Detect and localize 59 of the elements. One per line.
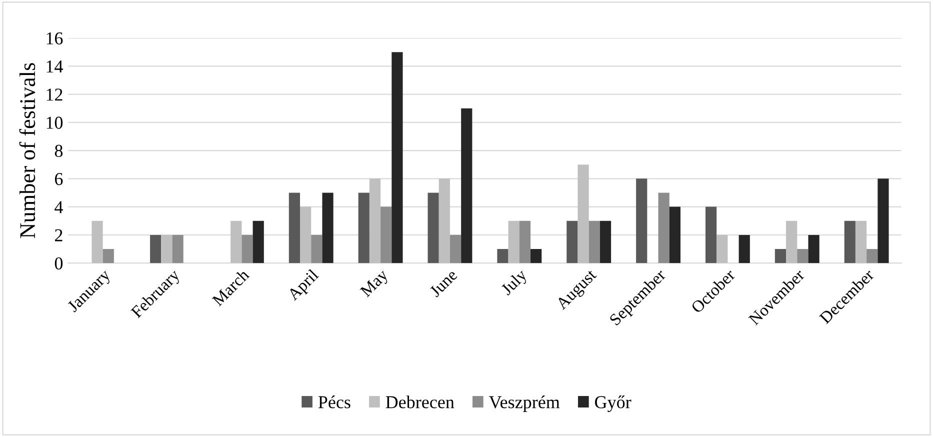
bar (588, 220, 600, 264)
x-tick-label: June (429, 268, 458, 298)
y-tick-label: 8 (54, 144, 63, 157)
bar (322, 192, 334, 264)
bar (172, 234, 184, 264)
legend-label: Pécs (318, 396, 350, 408)
bar (808, 234, 820, 264)
bar (380, 206, 392, 264)
bar (786, 220, 798, 264)
bar (428, 192, 439, 264)
bar (450, 234, 462, 264)
bar (658, 192, 670, 264)
y-tick-label: 0 (54, 257, 63, 270)
bar (738, 234, 750, 264)
bar (369, 178, 381, 264)
bar (600, 220, 612, 264)
bar (300, 206, 312, 264)
bar (705, 206, 717, 264)
legend-label: Veszprém (488, 396, 560, 412)
bar (311, 234, 322, 264)
y-tick-label: 16 (46, 32, 63, 44)
bar (161, 234, 172, 264)
bar (855, 220, 867, 264)
bar (252, 220, 264, 264)
x-tick-label: May (360, 268, 392, 300)
bar (242, 234, 253, 264)
bar (288, 192, 300, 264)
bar (866, 249, 878, 264)
y-tick-label: 6 (54, 172, 63, 186)
bar (102, 249, 114, 264)
y-tick-label: 14 (46, 60, 63, 72)
bar (530, 249, 542, 264)
bar (358, 192, 370, 264)
bar (844, 220, 856, 264)
y-axis-title: Number of festivals (19, 63, 36, 238)
bar (230, 220, 242, 264)
bar (92, 220, 103, 264)
bar (438, 178, 450, 264)
bar (797, 249, 808, 264)
y-tick-label: 2 (55, 229, 62, 242)
bar (150, 234, 162, 264)
bar (508, 220, 520, 264)
legend-label: Győr (595, 396, 632, 412)
y-tick-label: 10 (46, 116, 63, 129)
x-tick-label: July (500, 268, 530, 298)
y-tick-label: 4 (54, 201, 63, 214)
bar (774, 249, 786, 264)
bar (578, 164, 589, 264)
bar (497, 249, 508, 264)
y-tick-label: 12 (46, 88, 62, 101)
bar (669, 206, 680, 264)
bar (461, 108, 472, 264)
legend-label: Debrecen (386, 396, 454, 408)
bar (716, 234, 728, 264)
bar (636, 178, 648, 264)
bar (392, 52, 403, 264)
bar (519, 220, 531, 264)
bar (566, 220, 578, 264)
bar (878, 178, 889, 264)
